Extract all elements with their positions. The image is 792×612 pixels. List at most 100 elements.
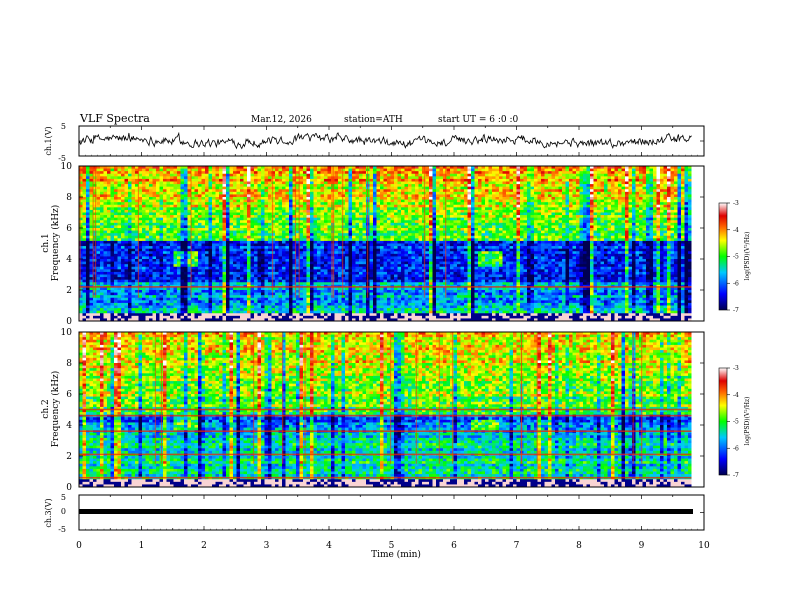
spectrogram-cell	[152, 292, 157, 296]
spectrogram-cell	[138, 194, 143, 198]
spectrogram-cell	[264, 290, 269, 293]
spectrogram-cell	[236, 266, 241, 270]
spectrogram-cell	[219, 313, 223, 317]
spectrogram-cell	[205, 207, 209, 211]
spectrogram-cell	[124, 264, 129, 268]
spectrogram-cell	[121, 302, 125, 306]
spectrogram-cell	[128, 197, 132, 200]
spectrogram-cell	[331, 300, 335, 304]
spectrogram-cell	[243, 302, 248, 306]
spectrogram-cell	[191, 233, 195, 237]
spectrogram-cell	[222, 279, 227, 283]
spectrogram-cell	[278, 215, 283, 219]
spectrogram-cell	[355, 199, 360, 203]
spectrogram-cell	[208, 305, 213, 309]
spectrogram-cell	[254, 253, 258, 257]
spectrogram-cell	[173, 233, 178, 237]
spectrogram-cell	[198, 282, 202, 286]
spectrogram-cell	[96, 191, 101, 195]
spectrogram-cell	[205, 266, 209, 270]
spectrogram-cell	[261, 264, 265, 268]
spectrogram-cell	[131, 292, 136, 296]
spectrogram-cell	[142, 207, 146, 211]
spectrogram-cell	[103, 287, 108, 291]
spectrogram-cell	[131, 176, 136, 180]
spectrogram-cell	[187, 297, 192, 301]
spectrogram-cell	[310, 282, 314, 286]
spectrogram-cell	[310, 295, 314, 299]
spectrogram-cell	[292, 305, 297, 309]
spectrogram-cell	[292, 209, 297, 213]
spectrogram-cell	[121, 243, 125, 247]
spectrogram-cell	[233, 197, 237, 200]
spectrogram-cell	[107, 204, 111, 208]
spectrogram-cell	[177, 194, 181, 198]
spectrogram-cell	[345, 168, 349, 172]
spectrogram-cell	[306, 253, 311, 257]
spectrogram-cell	[194, 297, 199, 301]
spectrogram-cell	[229, 305, 234, 309]
spectrogram-cell	[138, 292, 143, 296]
spectrogram-cell	[124, 235, 129, 239]
spectrogram-cell	[352, 271, 356, 275]
spectrogram-cell	[89, 300, 94, 304]
spectrogram-cell	[310, 199, 314, 203]
spectrogram-cell	[124, 222, 129, 226]
spectrogram-cell	[268, 318, 272, 322]
spectrogram-cell	[348, 173, 353, 177]
spectrogram-cell	[194, 318, 199, 322]
spectrogram-cell	[324, 318, 328, 322]
spectrogram-cell	[138, 204, 143, 208]
spectrogram-cell	[348, 248, 353, 252]
spectrogram-cell	[355, 171, 360, 175]
spectrogram-cell	[292, 259, 297, 262]
spectrogram-cell	[212, 204, 216, 208]
spectrogram-cell	[348, 290, 353, 293]
spectrogram-cell	[135, 264, 139, 268]
spectrogram-cell	[184, 300, 188, 304]
spectrogram-cell	[310, 240, 314, 244]
spectrogram-cell	[243, 243, 248, 247]
spectrogram-cell	[359, 184, 363, 188]
spectrogram-cell	[124, 209, 129, 213]
spectrogram-cell	[121, 168, 125, 172]
spectrogram-cell	[233, 191, 237, 195]
spectrogram-cell	[268, 279, 272, 283]
spectrogram-cell	[292, 264, 297, 268]
spectrogram-cell	[198, 217, 202, 221]
spectrogram-cell	[163, 184, 167, 188]
spectrogram-cell	[86, 230, 90, 234]
spectrogram-cell	[159, 279, 164, 283]
spectrogram-cell	[201, 168, 206, 172]
spectrogram-cell	[296, 186, 300, 190]
spectrogram-cell	[201, 308, 206, 312]
spectrogram-cell	[159, 173, 164, 177]
spectrogram-cell	[257, 215, 262, 219]
spectrogram-cell	[156, 191, 160, 195]
spectrogram-cell	[198, 300, 202, 304]
spectrogram-cell	[208, 287, 213, 291]
spectrogram-cell	[257, 256, 262, 260]
spectrogram-cell	[303, 240, 307, 244]
spectrogram-cell	[327, 184, 332, 188]
spectrogram-cell	[121, 202, 125, 206]
spectrogram-cell	[352, 191, 356, 195]
spectrogram-cell	[271, 173, 276, 177]
spectrogram-cell	[142, 168, 146, 172]
spectrogram-cell	[355, 243, 360, 247]
spectrogram-cell	[194, 287, 199, 291]
spectrogram-cell	[261, 248, 265, 252]
spectrogram-cell	[170, 253, 174, 257]
spectrogram-cell	[149, 220, 153, 224]
spectrogram-cell	[93, 310, 97, 314]
spectrogram-cell	[275, 297, 279, 301]
spectrogram-cell	[201, 186, 206, 190]
spectrogram-cell	[79, 204, 83, 208]
spectrogram-cell	[79, 181, 83, 185]
spectrogram-cell	[215, 209, 220, 213]
spectrogram-cell	[320, 207, 325, 211]
spectrogram-cell	[173, 230, 178, 234]
spectrogram-cell	[348, 235, 353, 239]
spectrogram-cell	[96, 189, 101, 193]
spectrogram-cell	[226, 168, 230, 172]
